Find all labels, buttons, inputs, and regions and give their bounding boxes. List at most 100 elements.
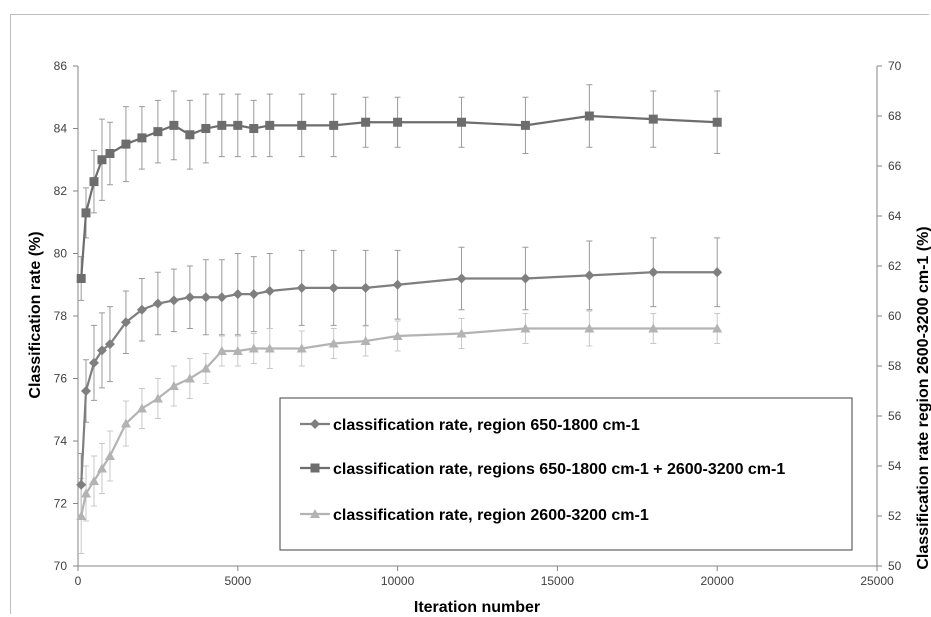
y2-tick-label: 56 <box>888 409 902 423</box>
data-point <box>104 451 115 460</box>
data-point <box>457 117 467 127</box>
data-point <box>97 155 107 165</box>
data-point <box>520 323 531 333</box>
data-point <box>217 120 227 130</box>
y-axis-label: Classification rate (%) <box>27 231 44 398</box>
data-point <box>153 127 163 137</box>
data-point <box>88 476 99 485</box>
data-point <box>152 393 163 403</box>
x-axis-label: Iteration number <box>414 599 540 616</box>
data-point <box>648 267 659 278</box>
data-point <box>76 479 87 490</box>
y2-tick-label: 70 <box>888 59 902 73</box>
data-point <box>200 292 211 303</box>
y-tick-label: 76 <box>54 372 68 386</box>
data-point <box>712 267 723 278</box>
data-point <box>712 323 723 333</box>
data-point <box>456 328 467 338</box>
data-point <box>76 511 87 520</box>
data-point <box>216 346 227 355</box>
legend-entry: classification rate, regions 650-1800 cm… <box>333 461 785 478</box>
data-point <box>297 120 307 130</box>
data-point <box>81 208 91 218</box>
chart-frame <box>10 14 929 614</box>
axes: 70 72 74 76 78 80 82 84 86 50 52 54 56 58 60 62 64 66 68 70… <box>54 59 902 588</box>
data-point <box>393 117 403 127</box>
data-point <box>329 120 339 130</box>
data-point <box>121 139 131 149</box>
data-point <box>137 133 147 143</box>
data-point <box>520 120 530 130</box>
data-point <box>648 323 659 333</box>
legend-swatch-marker <box>310 509 320 518</box>
data-point <box>249 124 259 133</box>
data-point <box>264 286 275 296</box>
data-point <box>200 363 211 373</box>
legend-swatch-marker <box>310 463 320 473</box>
y-tick-label: 86 <box>54 59 68 73</box>
legend-entry: classification rate, region 650-1800 cm-… <box>333 417 640 434</box>
y2-tick-label: 64 <box>888 209 902 223</box>
data-point <box>584 270 595 281</box>
data-point <box>248 343 259 353</box>
data-point <box>360 336 371 345</box>
y-tick-label: 72 <box>54 497 68 511</box>
data-point <box>88 357 99 368</box>
legend: classification rate, region 650-1800 cm-… <box>279 397 853 551</box>
data-point <box>80 488 91 498</box>
data-point <box>232 289 243 300</box>
y-tick-label: 74 <box>54 434 68 448</box>
data-point <box>264 343 275 353</box>
x-tick-label: 0 <box>75 574 82 588</box>
data-point <box>136 304 147 315</box>
data-point <box>185 130 195 140</box>
data-point <box>265 120 275 130</box>
data-point <box>89 177 99 187</box>
y-tick-label: 70 <box>54 559 68 573</box>
data-point <box>584 111 594 121</box>
data-point <box>392 279 403 290</box>
data-point <box>120 418 131 428</box>
data-point <box>168 381 179 390</box>
data-point <box>584 323 595 333</box>
x-tick-label: 20000 <box>701 574 735 588</box>
y2-tick-label: 50 <box>888 559 902 573</box>
data-point <box>105 149 115 158</box>
data-point <box>169 120 179 130</box>
y-tick-label: 82 <box>54 184 68 198</box>
data-point <box>168 295 179 306</box>
data-point <box>96 345 107 356</box>
series-line-2 <box>80 114 718 279</box>
data-point <box>104 339 115 350</box>
data-point <box>248 289 259 300</box>
data-point <box>392 331 403 340</box>
data-point <box>76 274 86 283</box>
legend-entry: classification rate, region 2600-3200 cm… <box>333 507 649 524</box>
data-point <box>648 114 658 124</box>
data-point <box>456 273 467 284</box>
y-tick-label: 80 <box>54 247 68 261</box>
y-tick-label: 78 <box>54 309 68 323</box>
data-point <box>232 346 243 355</box>
data-point <box>184 373 195 383</box>
legend-swatch-marker <box>310 419 320 429</box>
data-point <box>136 403 147 413</box>
y2-tick-label: 66 <box>888 159 902 173</box>
y2-tick-label: 54 <box>888 459 902 473</box>
y2-tick-label: 52 <box>888 509 902 523</box>
data-point <box>296 282 307 293</box>
data-point <box>184 292 195 303</box>
x-tick-label: 25000 <box>860 574 894 588</box>
data-point <box>520 273 531 284</box>
data-point <box>328 338 339 348</box>
data-point <box>80 386 91 396</box>
y2-tick-label: 62 <box>888 259 902 273</box>
data-point <box>96 463 107 473</box>
x-tick-label: 15000 <box>541 574 575 588</box>
y2-axis-label: Classification rate region 2600-3200 cm-… <box>915 226 931 569</box>
data-point <box>152 298 163 309</box>
data-point <box>216 292 227 303</box>
x-tick-label: 5000 <box>224 574 251 588</box>
y2-tick-label: 60 <box>888 309 902 323</box>
